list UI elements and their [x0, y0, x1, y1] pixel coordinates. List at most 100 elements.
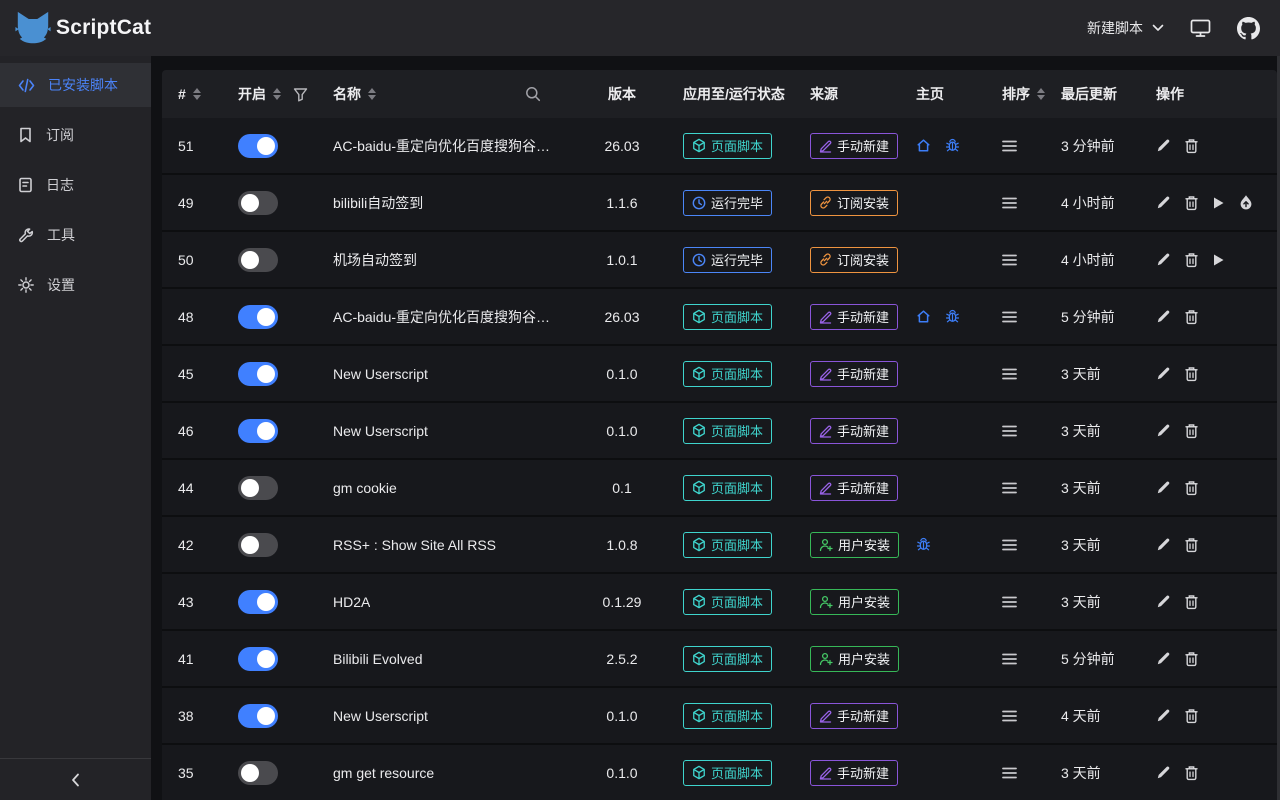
drag-handle-icon[interactable] — [1002, 254, 1017, 266]
drag-handle-icon[interactable] — [1002, 482, 1017, 494]
delete-icon[interactable] — [1184, 366, 1199, 382]
delete-icon[interactable] — [1184, 138, 1199, 154]
delete-icon[interactable] — [1184, 195, 1199, 211]
table-row: 41 Bilibili Evolved 2.5.2 — [162, 631, 1277, 688]
new-script-label: 新建脚本 — [1087, 20, 1143, 36]
status-badge-label: 页面脚本 — [711, 766, 764, 781]
sort-icon[interactable] — [192, 88, 201, 100]
drag-handle-icon[interactable] — [1002, 653, 1017, 665]
edit-icon[interactable] — [1156, 765, 1171, 780]
edit-icon[interactable] — [1156, 252, 1171, 267]
sidebar-item-installed-scripts[interactable]: 已安装脚本 — [0, 63, 151, 107]
cube-icon — [692, 366, 706, 381]
delete-icon[interactable] — [1184, 252, 1199, 268]
delete-icon[interactable] — [1184, 537, 1199, 553]
bug-report-icon[interactable] — [945, 138, 960, 153]
drag-handle-icon[interactable] — [1002, 140, 1017, 152]
delete-icon[interactable] — [1184, 651, 1199, 667]
sort-icon[interactable] — [368, 88, 376, 100]
drag-handle-icon[interactable] — [1002, 710, 1017, 722]
enable-toggle[interactable] — [238, 304, 278, 329]
drag-handle-icon[interactable] — [1002, 596, 1017, 608]
enable-toggle[interactable] — [238, 646, 278, 671]
new-script-button[interactable]: 新建脚本 — [1087, 18, 1164, 38]
user-add-icon — [819, 538, 833, 552]
script-name[interactable]: New Userscript — [333, 707, 428, 724]
status-badge: 页面脚本 — [683, 759, 773, 786]
sort-icon[interactable] — [1037, 88, 1045, 100]
drag-handle-icon[interactable] — [1002, 311, 1017, 323]
cube-icon — [692, 594, 706, 609]
filter-icon[interactable] — [293, 87, 308, 102]
script-name[interactable]: RSS+ : Show Site All RSS — [333, 536, 497, 553]
run-icon[interactable] — [1212, 196, 1225, 210]
delete-icon[interactable] — [1184, 423, 1199, 439]
script-name[interactable]: gm get resource — [333, 764, 435, 781]
edit-icon[interactable] — [1156, 594, 1171, 609]
delete-icon[interactable] — [1184, 309, 1199, 325]
edit-icon[interactable] — [1156, 537, 1171, 552]
search-icon[interactable] — [525, 86, 541, 102]
edit-icon[interactable] — [1156, 366, 1171, 381]
delete-icon[interactable] — [1184, 594, 1199, 610]
bug-report-icon[interactable] — [945, 309, 960, 324]
pen-icon — [819, 310, 832, 324]
edit-icon[interactable] — [1156, 138, 1171, 153]
homepage-icon[interactable] — [916, 138, 931, 153]
enable-toggle[interactable] — [238, 703, 278, 728]
origin-badge: 手动新建 — [810, 474, 899, 501]
sidebar-item-tools[interactable]: 工具 — [0, 213, 151, 257]
script-name[interactable]: Bilibili Evolved — [333, 650, 423, 667]
run-icon[interactable] — [1212, 253, 1225, 267]
table-row: 44 gm cookie 0.1 — [162, 460, 1277, 517]
enable-toggle[interactable] — [238, 760, 278, 785]
github-icon[interactable] — [1237, 16, 1260, 40]
monitor-icon[interactable] — [1190, 19, 1211, 38]
drag-handle-icon[interactable] — [1002, 197, 1017, 209]
homepage-icon[interactable] — [916, 309, 931, 324]
edit-icon[interactable] — [1156, 480, 1171, 495]
status-badge-label: 页面脚本 — [711, 709, 764, 724]
bug-report-icon[interactable] — [916, 537, 931, 552]
enable-toggle[interactable] — [238, 475, 278, 500]
sidebar-item-subscriptions[interactable]: 订阅 — [0, 113, 151, 157]
edit-icon[interactable] — [1156, 651, 1171, 666]
delete-icon[interactable] — [1184, 480, 1199, 496]
script-name[interactable]: gm cookie — [333, 479, 397, 496]
edit-icon[interactable] — [1156, 708, 1171, 723]
sidebar-item-logs[interactable]: 日志 — [0, 163, 151, 207]
enable-toggle[interactable] — [238, 361, 278, 386]
script-name[interactable]: bilibili自动签到 — [333, 194, 424, 211]
clock-icon — [692, 253, 706, 267]
column-header-name: 名称 — [333, 86, 361, 102]
enable-toggle[interactable] — [238, 190, 278, 215]
edit-icon[interactable] — [1156, 423, 1171, 438]
script-version: 0.1.0 — [606, 422, 638, 439]
drag-handle-icon[interactable] — [1002, 767, 1017, 779]
script-name[interactable]: New Userscript — [333, 365, 428, 382]
enable-toggle[interactable] — [238, 133, 278, 158]
script-name[interactable]: New Userscript — [333, 422, 428, 439]
drag-handle-icon[interactable] — [1002, 425, 1017, 437]
sidebar-collapse-button[interactable] — [0, 758, 151, 800]
scrollbar[interactable] — [1277, 56, 1280, 800]
delete-icon[interactable] — [1184, 708, 1199, 724]
script-name[interactable]: 机场自动签到 — [333, 251, 417, 268]
enable-toggle[interactable] — [238, 589, 278, 614]
edit-icon[interactable] — [1156, 309, 1171, 324]
sidebar-item-settings[interactable]: 设置 — [0, 263, 151, 307]
drag-handle-icon[interactable] — [1002, 368, 1017, 380]
delete-icon[interactable] — [1184, 765, 1199, 781]
script-name[interactable]: AC-baidu-重定向优化百度搜狗谷歌... — [333, 137, 556, 154]
edit-icon[interactable] — [1156, 195, 1171, 210]
column-header-version: 版本 — [608, 86, 636, 102]
enable-toggle[interactable] — [238, 418, 278, 443]
script-name[interactable]: AC-baidu-重定向优化百度搜狗谷歌... — [333, 308, 556, 325]
enable-toggle[interactable] — [238, 532, 278, 557]
sort-icon[interactable] — [273, 88, 281, 100]
enable-toggle[interactable] — [238, 247, 278, 272]
cloud-upload-icon[interactable] — [1238, 194, 1254, 211]
script-name[interactable]: HD2A — [333, 593, 371, 610]
drag-handle-icon[interactable] — [1002, 539, 1017, 551]
cube-icon — [692, 765, 706, 780]
